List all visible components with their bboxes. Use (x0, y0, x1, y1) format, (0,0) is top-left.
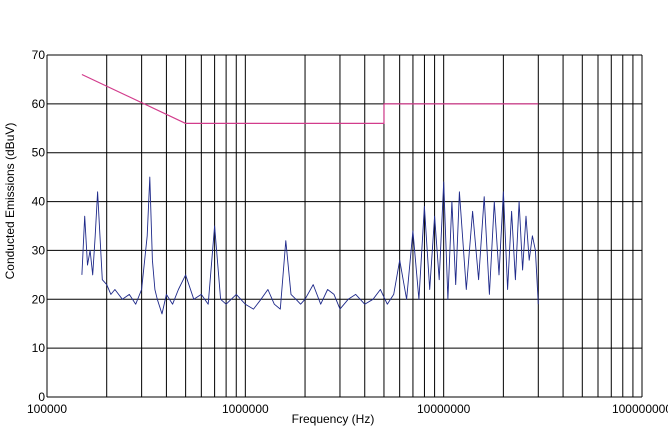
emissions-trace-layer (81, 176, 539, 315)
x-tick-label: 100000000 (612, 402, 668, 416)
emissions-trace (81, 176, 539, 315)
y-tick-label: 10 (32, 341, 46, 355)
x-axis-title: Frequency (Hz) (292, 412, 375, 426)
y-tick-label: 0 (38, 390, 45, 404)
x-tick-labels: 100000 1000000 10000000 100000000 (27, 402, 668, 416)
x-tick-label: 1000000 (222, 402, 269, 416)
limit-line-layer (81, 73, 539, 125)
y-axis-title: Conducted Emissions (dBuV) (3, 123, 17, 280)
limit-line (81, 73, 539, 125)
y-tick-label: 30 (32, 243, 46, 257)
y-tick-label: 60 (32, 97, 46, 111)
y-tick-label: 70 (32, 48, 46, 62)
y-tick-label: 50 (32, 146, 46, 160)
x-tick-label: 10000000 (417, 402, 471, 416)
y-tick-label: 20 (32, 292, 46, 306)
grid-lines (46, 54, 643, 398)
y-tick-labels: 0 10 20 30 40 50 60 70 (32, 48, 46, 404)
y-tick-label: 40 (32, 195, 46, 209)
x-tick-label: 100000 (27, 402, 67, 416)
